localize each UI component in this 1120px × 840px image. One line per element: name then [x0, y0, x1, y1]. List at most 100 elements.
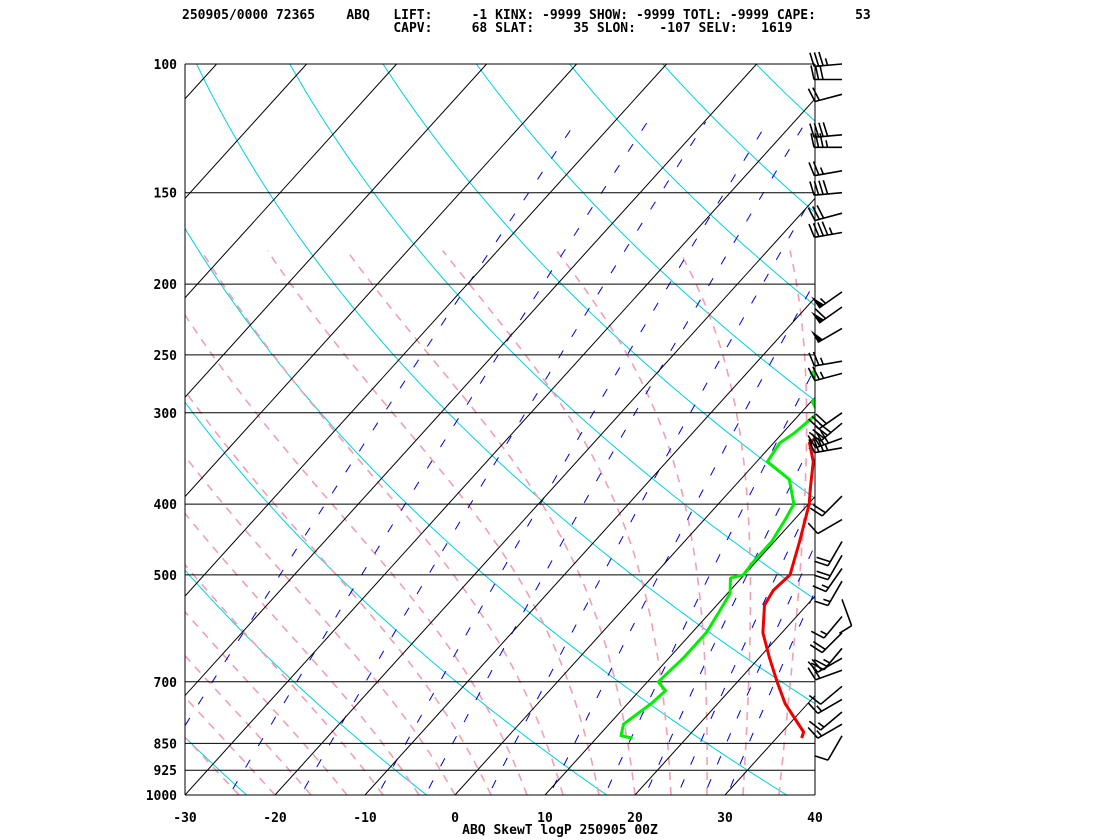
wind-barb-feather	[811, 433, 821, 447]
wind-barb-feather	[816, 205, 825, 219]
temperature-tick-label: 40	[807, 811, 823, 826]
wind-barb	[814, 580, 843, 607]
mixing-ratio-line	[676, 493, 815, 795]
wind-barb-staff	[815, 669, 843, 681]
wind-barb-feather	[808, 352, 816, 367]
wind-barb	[810, 133, 842, 149]
wind-barb	[807, 698, 843, 715]
wind-barb-feather	[817, 222, 825, 237]
mixing-ratio-line	[726, 589, 815, 795]
wind-barb	[807, 205, 843, 222]
wind-barb	[809, 122, 843, 139]
wind-barb-feather	[811, 665, 821, 679]
wind-barb-feather	[814, 133, 820, 148]
wind-barb-half-feather	[819, 357, 825, 365]
isotherm	[185, 98, 815, 795]
wind-barb-feather	[811, 658, 823, 671]
wind-barb-feather	[822, 180, 829, 195]
sounding-header-line-2: CAPV: 68 SLAT: 35 SLON: -107 SELV: 1619	[182, 21, 793, 36]
wind-barb-feather	[816, 556, 831, 563]
wind-barb-feather	[818, 122, 824, 137]
wind-barb-staff	[817, 698, 843, 715]
moist-adiabat	[185, 512, 420, 795]
wind-barb-half-feather	[817, 722, 825, 728]
wind-barb-half-feather	[816, 730, 823, 737]
wind-barb	[810, 65, 842, 81]
wind-barb-feather	[838, 625, 853, 634]
mixing-ratio-line	[487, 191, 815, 795]
wind-barb	[809, 632, 843, 654]
wind-barb-feather	[817, 437, 825, 452]
wind-barb-feather	[812, 161, 820, 176]
pressure-tick-label: 250	[154, 349, 178, 364]
isotherm	[0, 64, 37, 795]
wind-barb	[809, 180, 843, 196]
wind-barb-staff	[823, 615, 843, 639]
moist-adiabat	[200, 250, 564, 795]
profile-lines	[619, 369, 815, 740]
wind-barb-feather	[814, 600, 829, 607]
mixing-ratio-line	[424, 121, 807, 795]
wind-barb-feather	[814, 65, 820, 80]
wind-barb	[807, 665, 843, 681]
moist-adiabat	[185, 313, 528, 795]
pressure-tick-labels: 100 150 200 250 300 400 500 700 850 925 1000	[146, 58, 177, 804]
isotherm	[185, 64, 577, 498]
dry-adiabat	[1016, 48, 1120, 811]
wind-barb-feather	[807, 207, 816, 221]
wind-barb	[808, 422, 843, 442]
wind-barb-feather	[816, 570, 831, 577]
wind-barb-feather	[819, 423, 832, 434]
wind-barb-staff	[814, 231, 843, 239]
wind-barb	[807, 723, 843, 739]
wind-barb-feather	[822, 122, 829, 137]
wind-barb-feather	[807, 667, 817, 681]
wind-barb	[808, 351, 843, 367]
wind-barb-staff	[817, 723, 843, 739]
dry-adiabat	[1108, 48, 1120, 811]
wind-barb-feather	[812, 438, 820, 453]
moist-adiabat	[185, 735, 240, 795]
wind-barb-staff	[814, 212, 843, 222]
wind-barb-feather	[807, 522, 819, 535]
mixing-ratio-line	[703, 544, 815, 795]
wind-barb	[814, 735, 843, 761]
wind-barb	[808, 221, 843, 239]
wind-barb-half-feather	[819, 371, 825, 379]
wind-barb-staff	[814, 134, 843, 139]
wind-barb-feather	[814, 560, 829, 567]
wind-barb-staff	[821, 632, 843, 654]
isotherm	[185, 64, 667, 597]
moist-adiabat	[185, 654, 312, 795]
temperature-tick-label: -20	[263, 811, 287, 826]
wind-barb-feather	[814, 754, 829, 761]
wind-barb-half-feather	[824, 443, 829, 451]
wind-barb-staff	[820, 422, 843, 442]
pressure-tick-label: 100	[154, 58, 178, 73]
wind-barb-feather	[814, 308, 827, 320]
wind-barb-feather	[815, 432, 825, 446]
wind-barb-feather	[808, 223, 816, 238]
wind-barb-feather	[808, 694, 822, 705]
wind-barb-staff	[817, 657, 843, 673]
wind-barb-feather	[812, 504, 826, 514]
isotherm	[454, 396, 815, 795]
wind-barb	[807, 87, 843, 103]
isotherm	[274, 197, 815, 795]
moist-adiabat	[185, 610, 348, 795]
dewpoint-profile	[619, 369, 815, 740]
wind-barb	[809, 495, 843, 517]
moist-adiabat	[442, 250, 672, 795]
temperature-profile	[761, 436, 815, 739]
wind-barb	[838, 599, 853, 634]
wind-barb-feather	[809, 52, 815, 67]
wind-barb-staff	[815, 437, 843, 449]
dry-adiabat	[185, 401, 608, 795]
wind-barb-staff	[814, 63, 843, 68]
wind-barb	[812, 568, 843, 593]
wind-barb-half-feather	[820, 630, 828, 636]
wind-barb	[810, 615, 843, 639]
wind-barb-feather	[808, 162, 816, 177]
wind-barb-staff	[841, 599, 853, 626]
